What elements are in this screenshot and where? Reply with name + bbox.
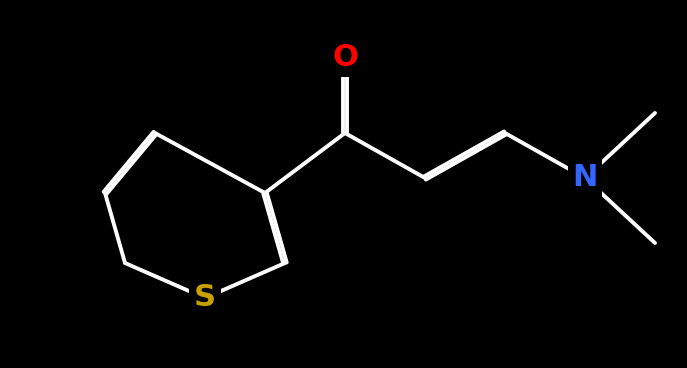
Text: O: O bbox=[332, 43, 358, 72]
Text: S: S bbox=[194, 283, 216, 312]
Text: N: N bbox=[572, 163, 598, 192]
